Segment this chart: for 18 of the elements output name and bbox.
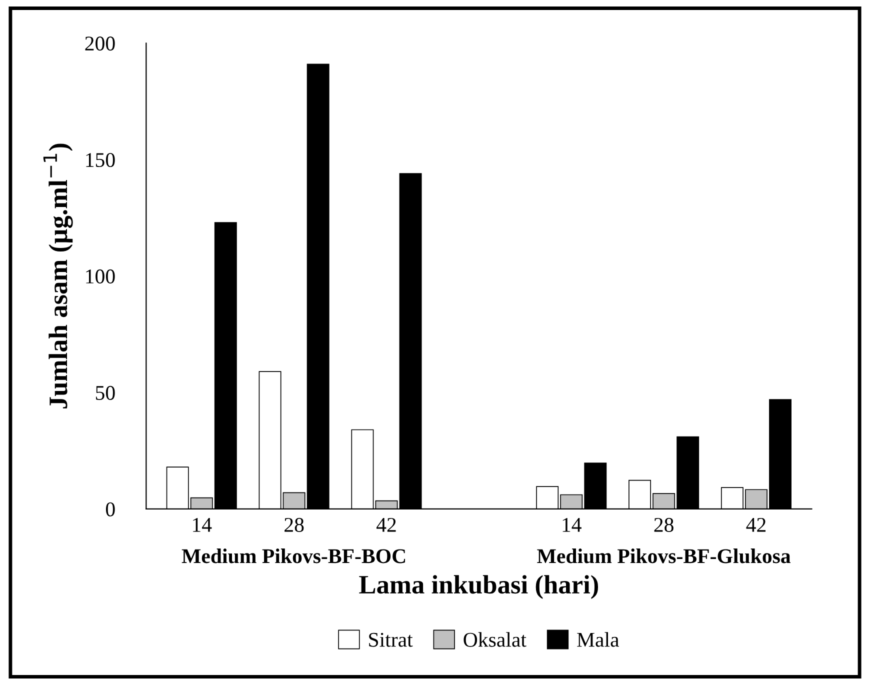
- y-tick-label: 100: [86, 269, 115, 284]
- y-axis-title: Jumlah asam (µg.ml$^{−1}$): [43, 144, 73, 408]
- x-axis-title: Lama inkubasi (hari): [359, 575, 598, 599]
- y-tick-label: 150: [86, 152, 115, 168]
- y-tick-label: 0: [106, 502, 115, 516]
- x-tick-label: 28: [284, 518, 304, 532]
- text: Medium Pikovs-BF-BOC: [182, 548, 406, 564]
- legend-label: Sitrat: [369, 632, 413, 647]
- x-tick-label: 42: [746, 518, 766, 532]
- x-tick-label: 28: [654, 518, 674, 532]
- y-tick-label: 200: [85, 36, 115, 51]
- legend-label: Oksalat: [464, 632, 526, 647]
- y-tick-label: 50: [96, 386, 115, 400]
- x-tick-label: 14: [193, 518, 212, 532]
- legend-label: Mala: [577, 632, 620, 647]
- text: Medium Pikovs-BF-Glukosa: [537, 548, 791, 564]
- x-tick-label: 14: [562, 518, 582, 532]
- x-tick-label: 42: [376, 518, 396, 532]
